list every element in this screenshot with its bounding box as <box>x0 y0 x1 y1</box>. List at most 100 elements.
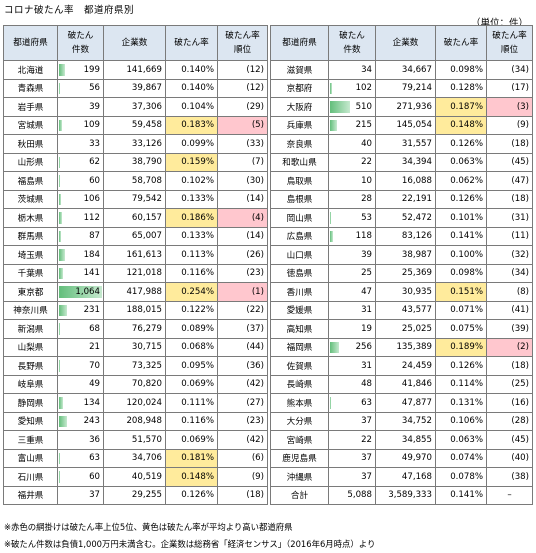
rank-value: (8) <box>486 282 533 302</box>
table-row: 秋田県 33 33,126 0.099% (33) <box>3 134 268 154</box>
rank-value: (1) <box>217 282 268 302</box>
firms-value: 30,935 <box>375 282 436 302</box>
rank-value: (26) <box>217 245 268 265</box>
count-bar <box>59 452 60 464</box>
pref-name: 石川県 <box>3 467 58 487</box>
count-value: 87 <box>89 231 100 242</box>
firms-value: 73,325 <box>103 356 166 376</box>
count-bar <box>59 249 65 261</box>
count-value: 22 <box>361 157 372 168</box>
pref-name: 長崎県 <box>270 374 329 394</box>
rank-value: (42) <box>217 374 268 394</box>
count-value: 10 <box>361 175 372 186</box>
pref-name: 山梨県 <box>3 337 58 357</box>
count-bar <box>330 101 351 113</box>
table-row: 宮城県 109 59,458 0.183% (5) <box>3 115 268 135</box>
firms-value: 417,988 <box>103 282 166 302</box>
count-bar <box>59 286 102 298</box>
firms-value: 60,157 <box>103 208 166 228</box>
count-bar <box>59 212 62 224</box>
pref-name: 山口県 <box>270 245 329 265</box>
count-cell: 37 <box>57 485 104 505</box>
header-rate: 破たん率 <box>165 25 218 61</box>
table-row: 三重県 36 51,570 0.069% (42) <box>3 430 268 450</box>
count-value: 63 <box>361 397 372 408</box>
rate-value: 0.126% <box>435 189 487 209</box>
table-row: 鳥取県 10 16,088 0.062% (47) <box>270 171 533 191</box>
pref-name: 静岡県 <box>3 393 58 413</box>
rank-value: (44) <box>217 337 268 357</box>
firms-value: 120,024 <box>103 393 166 413</box>
pref-name: 鳥取県 <box>270 171 329 191</box>
pref-name: 奈良県 <box>270 134 329 154</box>
rank-value: (14) <box>217 189 268 209</box>
count-value: 37 <box>89 490 100 501</box>
firms-value: 141,669 <box>103 60 166 80</box>
count-cell: 21 <box>57 337 104 357</box>
rank-value: (30) <box>217 171 268 191</box>
count-value: 53 <box>361 212 372 223</box>
table-row: 長崎県 48 41,846 0.114% (25) <box>270 374 533 394</box>
rate-value: 0.101% <box>435 208 487 228</box>
count-bar <box>59 193 62 205</box>
firms-value: 24,459 <box>375 356 436 376</box>
rate-value: 0.113% <box>165 245 218 265</box>
count-cell: 63 <box>328 393 376 413</box>
rate-value: 0.100% <box>435 245 487 265</box>
pref-name: 佐賀県 <box>270 356 329 376</box>
firms-value: 47,168 <box>375 467 436 487</box>
count-value: 109 <box>83 120 100 131</box>
rank-value: (36) <box>217 356 268 376</box>
firms-value: 29,255 <box>103 485 166 505</box>
rank-value: (45) <box>486 430 533 450</box>
rate-value: 0.140% <box>165 60 218 80</box>
table-row: 福井県 37 29,255 0.126% (18) <box>3 485 268 505</box>
count-value: 22 <box>361 434 372 445</box>
count-value: 34 <box>361 64 372 75</box>
table-row: 鹿児島県 37 49,970 0.074% (40) <box>270 448 533 468</box>
rate-value: 0.151% <box>435 282 487 302</box>
count-value: 134 <box>83 397 100 408</box>
firms-value: 83,126 <box>375 226 436 246</box>
rate-value: 0.148% <box>165 467 218 487</box>
firms-value: 47,877 <box>375 393 436 413</box>
rate-value: 0.183% <box>165 115 218 135</box>
rank-value: (9) <box>486 115 533 135</box>
pref-name: 宮城県 <box>3 115 58 135</box>
count-cell: 31 <box>328 356 376 376</box>
pref-name: 愛知県 <box>3 411 58 431</box>
pref-name: 秋田県 <box>3 134 58 154</box>
pref-name: 島根県 <box>270 189 329 209</box>
count-cell: 22 <box>328 430 376 450</box>
firms-value: 208,948 <box>103 411 166 431</box>
count-bar <box>59 360 60 372</box>
rank-value: (6) <box>217 448 268 468</box>
rate-value: 0.074% <box>435 448 487 468</box>
pref-name: 大阪府 <box>270 97 329 117</box>
pref-name: 徳島県 <box>270 263 329 283</box>
count-value: 243 <box>83 416 100 427</box>
rate-value: 0.181% <box>165 448 218 468</box>
count-value: 31 <box>361 360 372 371</box>
rank-value: (45) <box>486 152 533 172</box>
count-value: 215 <box>355 120 372 131</box>
count-cell: 112 <box>57 208 104 228</box>
total-label: 合計 <box>270 485 329 505</box>
rate-value: 0.063% <box>435 430 487 450</box>
count-value: 25 <box>361 268 372 279</box>
rank-value: (37) <box>217 319 268 339</box>
pref-name: 岩手県 <box>3 97 58 117</box>
rate-value: 0.078% <box>435 467 487 487</box>
table-row: 東京都 1,064 417,988 0.254% (1) <box>3 282 268 302</box>
count-value: 36 <box>89 434 100 445</box>
rate-value: 0.063% <box>435 152 487 172</box>
rate-value: 0.075% <box>435 319 487 339</box>
count-cell: 256 <box>328 337 376 357</box>
firms-value: 43,577 <box>375 300 436 320</box>
table-row: 愛知県 243 208,948 0.116% (23) <box>3 411 268 431</box>
rank-value: (18) <box>486 134 533 154</box>
count-value: 40 <box>361 138 372 149</box>
rate-value: 0.116% <box>165 411 218 431</box>
rank-value: (18) <box>486 356 533 376</box>
pref-name: 京都府 <box>270 78 329 98</box>
